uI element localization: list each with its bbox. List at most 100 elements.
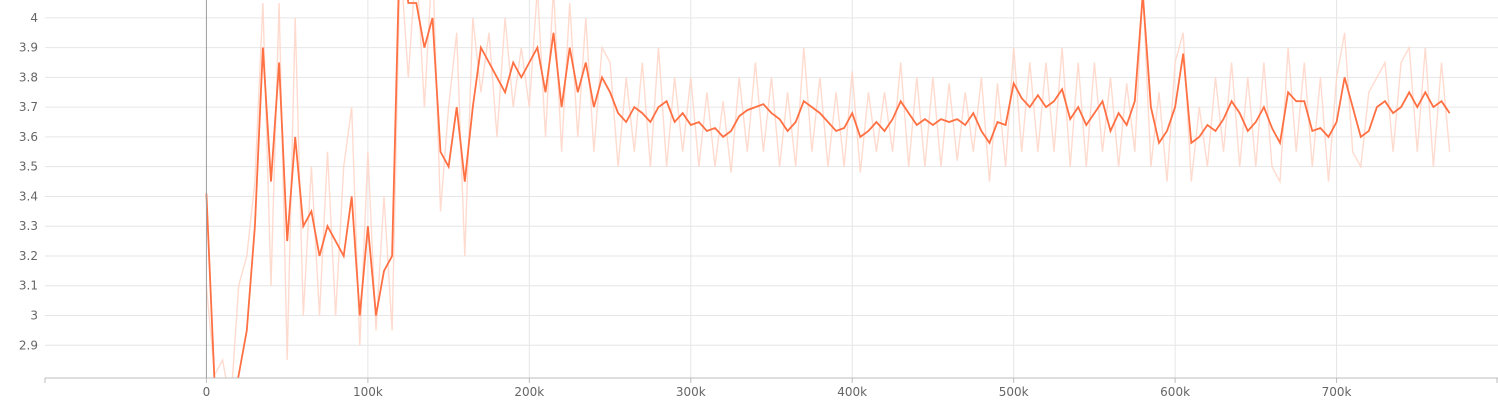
raw-series-point (351, 107, 352, 108)
raw-series-point (650, 166, 651, 167)
raw-series-point (739, 77, 740, 78)
smoothed-series-point (1037, 95, 1038, 96)
raw-series-point (303, 315, 304, 316)
y-tick-label: 3.5 (19, 160, 38, 174)
smoothed-series-point (601, 77, 602, 78)
raw-series-point (238, 285, 239, 286)
raw-series-point (375, 330, 376, 331)
raw-series-point (1401, 62, 1402, 63)
raw-series-point (1215, 77, 1216, 78)
raw-series-point (327, 151, 328, 152)
smoothed-series-point (1126, 124, 1127, 125)
smoothed-series-point (747, 110, 748, 111)
raw-series-point (690, 77, 691, 78)
smoothed-series-point (1175, 107, 1176, 108)
raw-series-point (844, 166, 845, 167)
x-tick-label: 100k (353, 385, 383, 399)
smoothed-series-point (1328, 136, 1329, 137)
smoothed-series-point (1199, 136, 1200, 137)
smoothed-series-point (214, 380, 215, 381)
smoothed-series-point (674, 121, 675, 122)
raw-series-point (1005, 166, 1006, 167)
raw-series-point (408, 77, 409, 78)
raw-series-point (392, 330, 393, 331)
raw-series-point (892, 151, 893, 152)
smoothed-series-point (1247, 130, 1248, 131)
smoothed-series-point (1449, 113, 1450, 114)
raw-series-point (973, 151, 974, 152)
raw-series-point (698, 166, 699, 167)
raw-series-point (1053, 151, 1054, 152)
raw-series-point (246, 255, 247, 256)
raw-series-point (1441, 62, 1442, 63)
raw-series-point (965, 92, 966, 93)
raw-series-point (610, 62, 611, 63)
smoothed-series-point (1320, 127, 1321, 128)
raw-series-point (1207, 166, 1208, 167)
raw-series-point (900, 62, 901, 63)
raw-series-point (1175, 62, 1176, 63)
y-axis-ticks: 2.9 3 3.1 3.2 3.3 3.4 3.5 3.6 3.7 3.8 3.9 4 (19, 11, 38, 352)
raw-series-point (585, 17, 586, 18)
smoothed-series-point (1070, 119, 1071, 120)
raw-series-point (916, 77, 917, 78)
raw-series-point (448, 107, 449, 108)
smoothed-series-point (779, 119, 780, 120)
raw-series-point (1110, 77, 1111, 78)
smoothed-series-point (1021, 98, 1022, 99)
smoothed-series-point (392, 255, 393, 256)
raw-series-point (634, 151, 635, 152)
raw-series-point (1078, 62, 1079, 63)
smoothed-series-point (488, 62, 489, 63)
raw-series-point (658, 47, 659, 48)
raw-series-point (997, 83, 998, 84)
raw-series-point (1304, 62, 1305, 63)
raw-series-point (1320, 77, 1321, 78)
raw-series-point (1288, 47, 1289, 48)
smoothed-series-point (868, 130, 869, 131)
raw-series-point (1263, 62, 1264, 63)
smoothed-series-point (1110, 130, 1111, 131)
raw-series-point (513, 107, 514, 108)
smoothed-series-point (771, 113, 772, 114)
smoothed-series-layer (205, 0, 1451, 381)
x-tick-label: 500k (999, 385, 1029, 399)
raw-series-group (205, 0, 1451, 378)
smoothed-series-point (529, 62, 530, 63)
x-tick-label: 200k (514, 385, 544, 399)
raw-series-point (626, 77, 627, 78)
raw-series-point (771, 77, 772, 78)
raw-series-point (747, 151, 748, 152)
raw-series-line (205, 0, 1451, 378)
smoothed-series-point (610, 92, 611, 93)
smoothed-series-point (852, 113, 853, 114)
smoothed-series-point (836, 130, 837, 131)
smoothed-series-point (1255, 121, 1256, 122)
x-tick-label: 300k (676, 385, 706, 399)
smoothed-series-point (424, 47, 425, 48)
smoothed-series-point (949, 121, 950, 122)
raw-series-point (593, 151, 594, 152)
y-tick-label: 3.4 (19, 189, 38, 203)
smoothed-series-point (1223, 119, 1224, 120)
raw-series-point (1021, 151, 1022, 152)
smoothed-series-point (1296, 101, 1297, 102)
raw-series-point (731, 172, 732, 173)
smoothed-series-group (205, 0, 1451, 381)
raw-series-point (1191, 181, 1192, 182)
raw-series-point (521, 47, 522, 48)
raw-series-point (1150, 166, 1151, 167)
smoothed-series-point (1441, 101, 1442, 102)
smoothed-series-point (327, 226, 328, 227)
smoothed-series-point (698, 121, 699, 122)
smoothed-series-point (1376, 107, 1377, 108)
raw-series-point (674, 77, 675, 78)
smoothed-series-point (1045, 107, 1046, 108)
y-tick-label: 4 (30, 11, 38, 25)
raw-series-point (1279, 181, 1280, 182)
raw-series-point (940, 166, 941, 167)
raw-series-point (496, 136, 497, 137)
raw-series-point (456, 32, 457, 33)
smoothed-series-point (634, 107, 635, 108)
